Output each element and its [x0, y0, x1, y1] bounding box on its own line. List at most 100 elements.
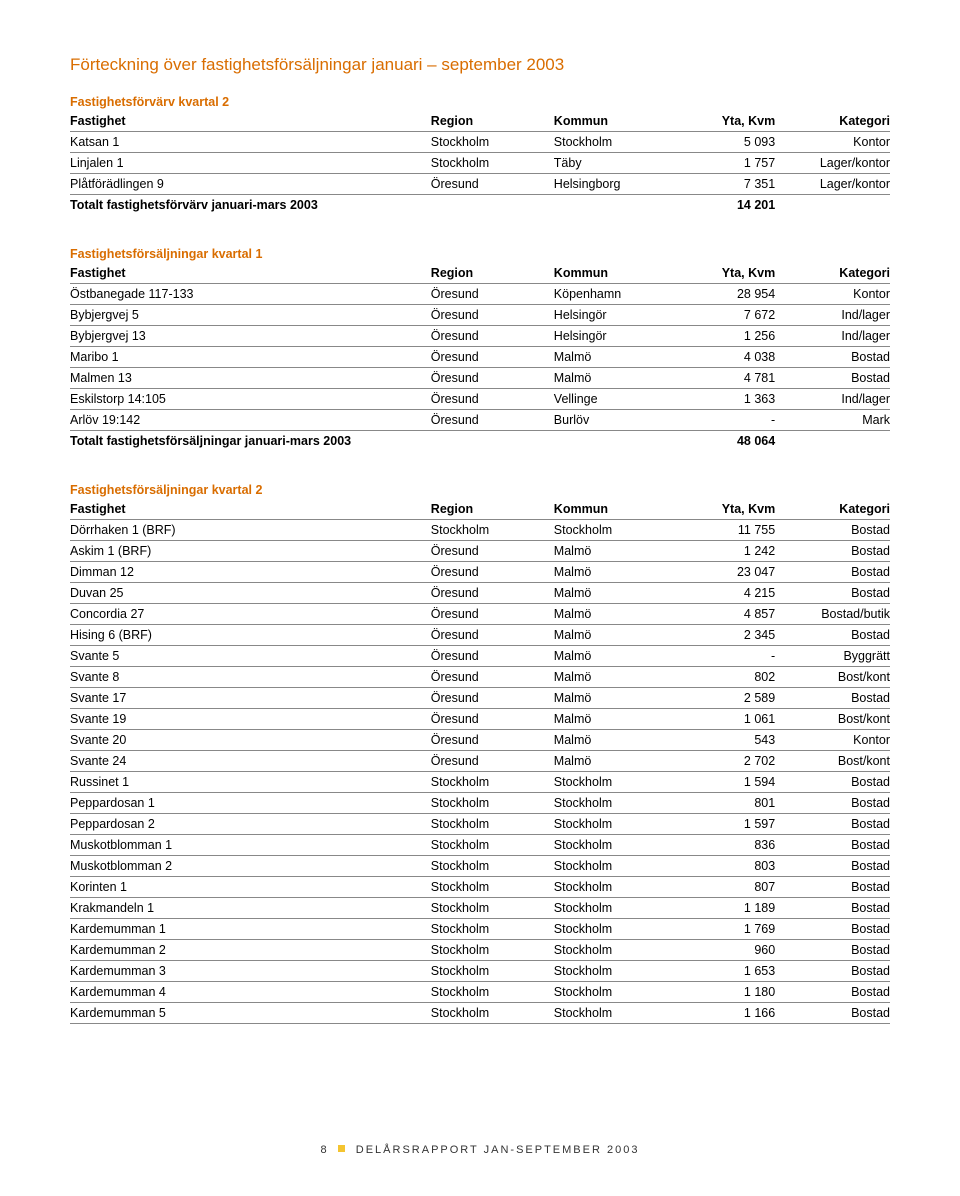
table-cell: Öresund [431, 326, 554, 347]
table-cell: 2 589 [677, 688, 775, 709]
total-empty [775, 195, 890, 216]
table-cell: 807 [677, 877, 775, 898]
table-row: Katsan 1StockholmStockholm5 093Kontor [70, 132, 890, 153]
table-cell: Öresund [431, 667, 554, 688]
table-cell: Stockholm [431, 898, 554, 919]
col-fastighet: Fastighet [70, 111, 431, 132]
total-empty [775, 431, 890, 452]
table-cell: 960 [677, 940, 775, 961]
table-row: Duvan 25ÖresundMalmö4 215Bostad [70, 583, 890, 604]
table-cell: Bostad [775, 814, 890, 835]
table-cell: Katsan 1 [70, 132, 431, 153]
page-title: Förteckning över fastighetsförsäljningar… [70, 55, 890, 75]
table-cell: Stockholm [554, 961, 677, 982]
table-row: Dimman 12ÖresundMalmö23 047Bostad [70, 562, 890, 583]
table-cell: Helsingör [554, 326, 677, 347]
table-cell: Svante 5 [70, 646, 431, 667]
table-cell: Stockholm [431, 961, 554, 982]
table-cell: Burlöv [554, 410, 677, 431]
table-cell: Arlöv 19:142 [70, 410, 431, 431]
table-cell: Stockholm [431, 856, 554, 877]
table-cell: Stockholm [554, 132, 677, 153]
table-header-row: FastighetRegionKommunYta, KvmKategori [70, 263, 890, 284]
table-cell: Kardemumman 5 [70, 1003, 431, 1024]
footer-text: DELÅRSRAPPORT JAN-SEPTEMBER 2003 [356, 1144, 640, 1156]
table-cell: Stockholm [554, 814, 677, 835]
table-total-row: Totalt fastighetsförsäljningar januari-m… [70, 431, 890, 452]
table-row: Svante 17ÖresundMalmö2 589Bostad [70, 688, 890, 709]
col-region: Region [431, 499, 554, 520]
table-cell: Bostad [775, 688, 890, 709]
section-title: Fastighetsförvärv kvartal 2 [70, 95, 890, 109]
table-row: Linjalen 1StockholmTäby1 757Lager/kontor [70, 153, 890, 174]
table-cell: Kardemumman 2 [70, 940, 431, 961]
table-cell: 1 242 [677, 541, 775, 562]
table-cell: 1 363 [677, 389, 775, 410]
table-cell: 1 256 [677, 326, 775, 347]
total-value: 14 201 [677, 195, 775, 216]
col-kategori: Kategori [775, 499, 890, 520]
table-cell: 1 769 [677, 919, 775, 940]
table-cell: Öresund [431, 751, 554, 772]
table-row: Svante 8ÖresundMalmö802Bost/kont [70, 667, 890, 688]
table-cell: Bostad [775, 520, 890, 541]
table-cell: Öresund [431, 625, 554, 646]
table-cell: Kontor [775, 132, 890, 153]
table-cell: Muskotblomman 2 [70, 856, 431, 877]
table-cell: Öresund [431, 541, 554, 562]
table-cell: Malmö [554, 667, 677, 688]
table-cell: Muskotblomman 1 [70, 835, 431, 856]
table-cell: - [677, 646, 775, 667]
data-table: FastighetRegionKommunYta, KvmKategoriDör… [70, 499, 890, 1024]
table-cell: Korinten 1 [70, 877, 431, 898]
table-row: Korinten 1StockholmStockholm807Bostad [70, 877, 890, 898]
table-cell: Svante 8 [70, 667, 431, 688]
table-cell: 7 672 [677, 305, 775, 326]
table-cell: Malmö [554, 347, 677, 368]
table-row: Peppardosan 1StockholmStockholm801Bostad [70, 793, 890, 814]
table-cell: 7 351 [677, 174, 775, 195]
table-cell: Bostad/butik [775, 604, 890, 625]
table-cell: Stockholm [431, 793, 554, 814]
table-cell: Öresund [431, 347, 554, 368]
table-cell: Mark [775, 410, 890, 431]
table-row: Concordia 27ÖresundMalmö4 857Bostad/buti… [70, 604, 890, 625]
table-cell: 1 757 [677, 153, 775, 174]
table-cell: Bost/kont [775, 667, 890, 688]
table-row: Malmen 13ÖresundMalmö4 781Bostad [70, 368, 890, 389]
table-cell: Öresund [431, 730, 554, 751]
table-cell: 4 857 [677, 604, 775, 625]
table-row: Svante 24ÖresundMalmö2 702Bost/kont [70, 751, 890, 772]
table-header-row: FastighetRegionKommunYta, KvmKategori [70, 111, 890, 132]
table-cell: Bost/kont [775, 751, 890, 772]
table-cell: Bostad [775, 347, 890, 368]
table-cell: Bostad [775, 368, 890, 389]
table-row: Östbanegade 117-133ÖresundKöpenhamn28 95… [70, 284, 890, 305]
table-cell: Malmö [554, 604, 677, 625]
table-cell: 802 [677, 667, 775, 688]
table-row: Kardemumman 5StockholmStockholm1 166Bost… [70, 1003, 890, 1024]
data-table: FastighetRegionKommunYta, KvmKategoriÖst… [70, 263, 890, 451]
table-cell: Ind/lager [775, 326, 890, 347]
section-title: Fastighetsförsäljningar kvartal 2 [70, 483, 890, 497]
table-cell: Dimman 12 [70, 562, 431, 583]
table-cell: Ind/lager [775, 305, 890, 326]
table-cell: 1 594 [677, 772, 775, 793]
table-cell: Bybjergvej 5 [70, 305, 431, 326]
table-row: Kardemumman 3StockholmStockholm1 653Bost… [70, 961, 890, 982]
table-cell: Stockholm [554, 793, 677, 814]
table-row: Muskotblomman 1StockholmStockholm836Bost… [70, 835, 890, 856]
table-cell: Askim 1 (BRF) [70, 541, 431, 562]
table-cell: 5 093 [677, 132, 775, 153]
table-cell: Stockholm [554, 877, 677, 898]
table-row: Arlöv 19:142ÖresundBurlöv-Mark [70, 410, 890, 431]
table-cell: Svante 24 [70, 751, 431, 772]
table-cell: Krakmandeln 1 [70, 898, 431, 919]
table-cell: Bostad [775, 1003, 890, 1024]
table-cell: 2 702 [677, 751, 775, 772]
table-row: Kardemumman 1StockholmStockholm1 769Bost… [70, 919, 890, 940]
table-cell: Stockholm [431, 982, 554, 1003]
table-cell: Bostad [775, 898, 890, 919]
table-cell: Byggrätt [775, 646, 890, 667]
col-yta: Yta, Kvm [677, 263, 775, 284]
